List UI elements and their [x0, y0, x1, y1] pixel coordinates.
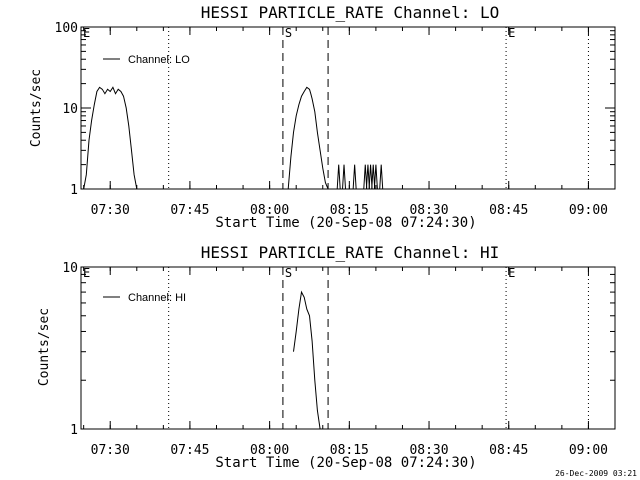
hi-x-axis-label: Start Time (20-Sep-08 07:24:30): [215, 455, 476, 471]
lo-x-tick-label-2: 08:00: [250, 203, 289, 218]
lo-spike-0: [336, 164, 341, 190]
hi-channel-panel: HESSI PARTICLE_RATE Channel: HI Counts/s…: [37, 243, 616, 471]
lo-x-tick-label-3: 08:15: [330, 203, 369, 218]
hi-chart-title: HESSI PARTICLE_RATE Channel: HI: [201, 243, 500, 262]
hi-chart-marks: E S E 07:30 07:45 08:00 08:15 08:30 08:45 09:00 1 1…: [62, 261, 616, 458]
hi-x-tick-label-1: 07:45: [170, 443, 209, 458]
hi-flag-1: S: [285, 266, 292, 280]
footer-timestamp: 26-Dec-2009 03:21: [555, 469, 637, 478]
lo-x-tick-label-6: 09:00: [569, 203, 608, 218]
hi-x-tick-label-3: 08:15: [330, 443, 369, 458]
hi-x-tick-label-5: 08:45: [489, 443, 528, 458]
lo-spike-7: [373, 164, 378, 190]
hi-x-tick-label-0: 07:30: [91, 443, 130, 458]
lo-series-line-0-1: [287, 86, 329, 190]
lo-spike-8: [379, 164, 384, 190]
lo-flag-0: E: [83, 26, 90, 40]
hi-legend-label: Channel: HI: [128, 292, 186, 304]
lo-flag-1: S: [285, 26, 292, 40]
hi-y-tick-label-1: 10: [62, 261, 78, 276]
hi-y-axis-label: Counts/sec: [37, 308, 52, 386]
hi-x-tick-label-2: 08:00: [250, 443, 289, 458]
lo-y-tick-label-0: 1: [70, 183, 78, 198]
lo-spike-5: [368, 164, 373, 190]
hi-flag-0: E: [83, 266, 90, 280]
lo-chart-title: HESSI PARTICLE_RATE Channel: LO: [201, 3, 500, 22]
hi-flag-2: E: [508, 266, 515, 280]
lo-spike-3: [363, 164, 368, 190]
lo-flag-2: E: [508, 26, 515, 40]
lo-spike-2: [352, 164, 357, 190]
lo-y-tick-label-2: 100: [55, 21, 78, 36]
lo-x-tick-label-0: 07:30: [91, 203, 130, 218]
lo-y-tick-label-1: 10: [62, 102, 78, 117]
lo-y-axis-label: Counts/sec: [29, 69, 44, 147]
lo-x-axis-label: Start Time (20-Sep-08 07:24:30): [215, 215, 476, 231]
lo-x-tick-label-5: 08:45: [489, 203, 528, 218]
lo-chart-marks: E S E 07:30 07:45 08:00 08:15 08:30 08:45 09:00 1 1…: [55, 21, 616, 218]
lo-series-line-0-0: [83, 86, 140, 190]
lo-legend-label: Channel: LO: [128, 54, 190, 66]
hi-plot-frame: [80, 266, 616, 430]
lo-spike-1: [342, 164, 347, 190]
lo-spike-6: [371, 164, 376, 190]
lo-x-tick-label-1: 07:45: [170, 203, 209, 218]
hi-x-tick-label-6: 09:00: [569, 443, 608, 458]
lo-plot-frame: [80, 26, 616, 190]
lo-x-tick-label-4: 08:30: [409, 203, 448, 218]
lo-spike-4: [365, 164, 370, 190]
hi-y-tick-label-0: 1: [70, 423, 78, 438]
hi-series-line-0-0: [293, 290, 321, 430]
lo-channel-panel: HESSI PARTICLE_RATE Channel: LO Counts/s…: [29, 3, 616, 231]
hi-x-tick-label-4: 08:30: [409, 443, 448, 458]
